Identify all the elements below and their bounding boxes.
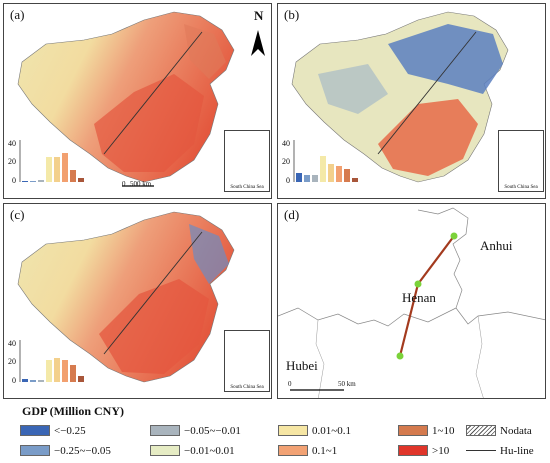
histogram-bar	[312, 175, 318, 182]
histogram-bar	[328, 164, 334, 182]
point-marker	[396, 352, 404, 360]
y-tick-20: 20	[282, 157, 290, 166]
histogram-bar	[352, 178, 358, 182]
histogram-bar	[62, 153, 68, 182]
panel-label-b: (b)	[284, 7, 300, 22]
legend-item: 0.1~1	[278, 444, 337, 457]
histogram-bar	[304, 175, 310, 182]
legend-item: >10	[398, 444, 449, 457]
y-tick-40: 40	[282, 139, 290, 148]
histogram-bar	[344, 169, 350, 182]
legend-label: −0.25~−0.05	[54, 444, 111, 457]
histogram-bar	[78, 376, 84, 382]
scale-zero: 0	[122, 180, 126, 188]
china-map-c	[17, 211, 235, 383]
histogram-bar	[22, 379, 28, 382]
histogram-bar	[296, 173, 302, 182]
histogram-bar	[336, 166, 342, 182]
legend-label: 0.1~1	[312, 444, 338, 457]
inset-caption: South China Sea	[230, 385, 264, 390]
panel-label-c: (c)	[10, 207, 25, 222]
legend-label: Hu-line	[500, 444, 534, 457]
histogram-bar	[22, 181, 28, 182]
china-map-a	[17, 11, 265, 187]
legend-item: −0.25~−0.05	[20, 444, 111, 457]
legend-label: −0.01~0.01	[184, 444, 235, 457]
histogram-bar	[78, 178, 84, 182]
y-tick-20: 20	[8, 357, 16, 366]
legend-label: <−0.25	[54, 424, 86, 437]
legend-item: <−0.25	[20, 424, 86, 437]
legend-swatch	[398, 425, 428, 436]
scale-zero: 0	[288, 380, 292, 388]
region-label-hubei: Hubei	[286, 358, 318, 373]
hu-line	[103, 31, 203, 155]
legend-title: GDP (Million CNY)	[22, 404, 124, 418]
bar-chart-c	[19, 340, 84, 382]
histogram-bar	[54, 157, 60, 182]
y-tick-20: 20	[8, 157, 16, 166]
legend-item: Hu-line	[466, 444, 534, 457]
province-map-d	[278, 207, 545, 398]
south-china-sea-inset: South China Sea	[224, 130, 270, 192]
legend-label: 1~10	[432, 424, 455, 437]
legend-swatch	[466, 450, 496, 451]
region-label-anhui: Anhui	[480, 238, 513, 253]
legend-label: Nodata	[500, 424, 532, 437]
legend-item: −0.01~0.01	[150, 444, 235, 457]
point-marker	[414, 280, 422, 288]
histogram-bar	[46, 360, 52, 382]
map-panel-a: (a) 40 20 0 N 0 500 km South China Sea	[3, 3, 272, 199]
legend-swatch	[20, 445, 50, 456]
scale-label: 500 km	[130, 180, 152, 188]
south-china-sea-inset: South China Sea	[498, 130, 544, 192]
inset-caption: South China Sea	[230, 185, 264, 190]
histogram-bar	[62, 360, 68, 382]
legend-swatch	[278, 425, 308, 436]
legend-label: >10	[432, 444, 450, 457]
south-china-sea-inset: South China Sea	[224, 330, 270, 392]
legend-label: −0.05~−0.01	[184, 424, 241, 437]
inset-caption: South China Sea	[504, 185, 538, 190]
histogram-bar	[38, 380, 44, 382]
histogram-bar	[320, 156, 326, 182]
legend-swatch	[278, 445, 308, 456]
panel-label-d: (d)	[284, 207, 300, 222]
y-tick-40: 40	[8, 139, 16, 148]
legend-swatch	[398, 445, 428, 456]
compass-letter: N	[254, 8, 264, 23]
bar-chart-a	[19, 140, 84, 182]
region-label-henan: Henan	[402, 290, 436, 305]
hu-line-segment	[417, 235, 455, 285]
map-panel-d: (d) Anhui Henan Hubei 0 50 km	[277, 203, 546, 399]
legend-swatch	[466, 425, 496, 436]
y-tick-0: 0	[12, 176, 16, 185]
bar-chart-b	[293, 140, 358, 182]
y-tick-0: 0	[286, 176, 290, 185]
legend-item: Nodata	[466, 424, 532, 437]
scale-label: 50 km	[338, 380, 356, 388]
map-panel-b: (b) 40 20 0 South China Sea	[277, 3, 546, 199]
legend-item: −0.05~−0.01	[150, 424, 241, 437]
legend-label: 0.01~0.1	[312, 424, 351, 437]
y-tick-0: 0	[12, 376, 16, 385]
legend-swatch	[150, 445, 180, 456]
point-marker	[450, 232, 458, 240]
legend-item: 1~10	[398, 424, 454, 437]
histogram-bar	[30, 181, 36, 182]
histogram-bar	[46, 157, 52, 182]
legend-item: 0.01~0.1	[278, 424, 351, 437]
y-tick-40: 40	[8, 339, 16, 348]
histogram-bar	[38, 180, 44, 182]
histogram-bar	[70, 170, 76, 182]
legend-swatch	[150, 425, 180, 436]
legend-swatch	[20, 425, 50, 436]
panel-label-a: (a)	[10, 7, 25, 22]
china-map-b	[291, 11, 509, 183]
histogram-bar	[54, 358, 60, 382]
histogram-bar	[30, 380, 36, 382]
map-panel-c: (c) 40 20 0 South China Sea	[3, 203, 272, 399]
histogram-bar	[70, 365, 76, 382]
north-arrow-icon	[251, 30, 265, 56]
